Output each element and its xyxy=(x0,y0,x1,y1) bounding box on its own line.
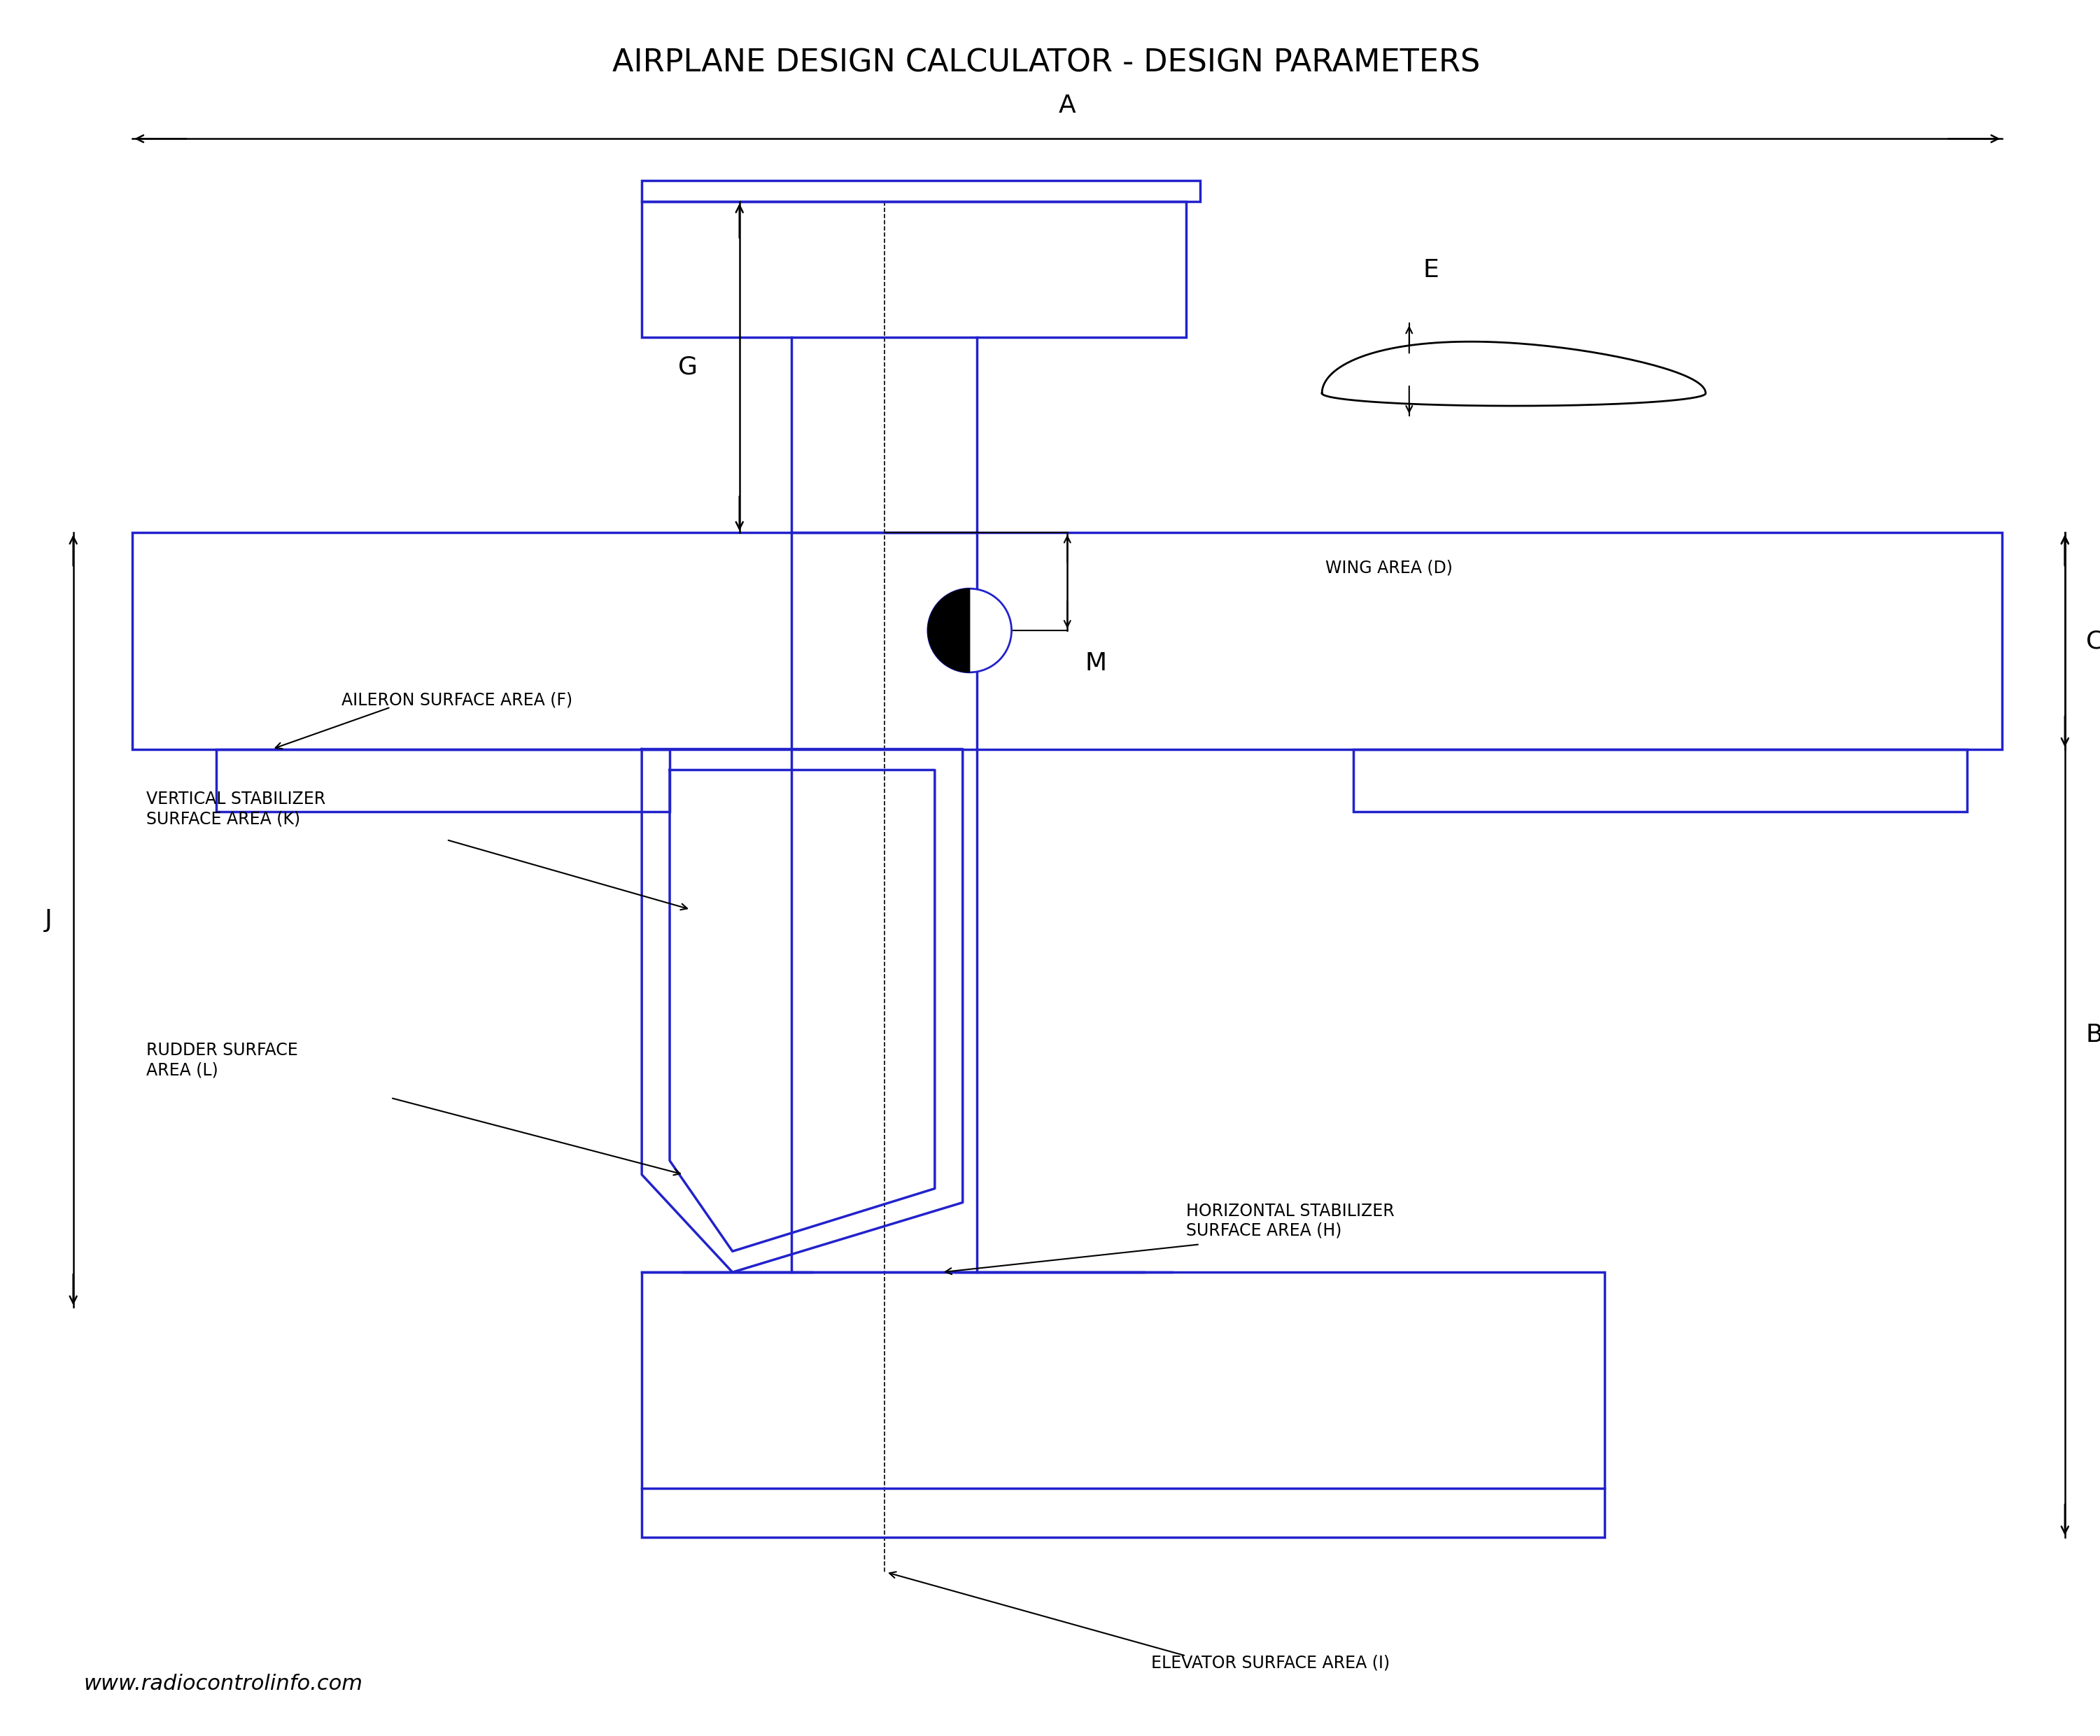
Text: M: M xyxy=(1086,651,1107,675)
Text: AIRPLANE DESIGN CALCULATOR - DESIGN PARAMETERS: AIRPLANE DESIGN CALCULATOR - DESIGN PARA… xyxy=(613,49,1480,78)
Bar xyxy=(792,533,977,1272)
Text: G: G xyxy=(678,356,697,378)
Text: www.radiocontrolinfo.com: www.radiocontrolinfo.com xyxy=(84,1674,363,1694)
Text: HORIZONTAL STABILIZER
SURFACE AREA (H): HORIZONTAL STABILIZER SURFACE AREA (H) xyxy=(1186,1203,1394,1240)
Bar xyxy=(643,201,1186,337)
Circle shape xyxy=(928,589,1012,672)
Text: C: C xyxy=(2085,628,2100,653)
Text: RUDDER SURFACE
AREA (L): RUDDER SURFACE AREA (L) xyxy=(147,1042,298,1078)
Text: E: E xyxy=(1424,259,1438,281)
Text: AILERON SURFACE AREA (F): AILERON SURFACE AREA (F) xyxy=(342,693,573,708)
Polygon shape xyxy=(1323,342,1705,406)
Bar xyxy=(643,181,1199,201)
Text: A: A xyxy=(1058,94,1075,118)
Text: ELEVATOR SURFACE AREA (I): ELEVATOR SURFACE AREA (I) xyxy=(1151,1654,1390,1672)
Text: B: B xyxy=(2085,1023,2100,1047)
Bar xyxy=(1352,748,1968,812)
Text: VERTICAL STABILIZER
SURFACE AREA (K): VERTICAL STABILIZER SURFACE AREA (K) xyxy=(147,792,326,826)
Wedge shape xyxy=(928,589,970,672)
Bar xyxy=(132,533,2001,748)
Text: WING AREA (D): WING AREA (D) xyxy=(1325,559,1453,576)
Bar xyxy=(216,748,670,812)
Bar xyxy=(643,1272,1604,1538)
Text: J: J xyxy=(44,908,53,932)
